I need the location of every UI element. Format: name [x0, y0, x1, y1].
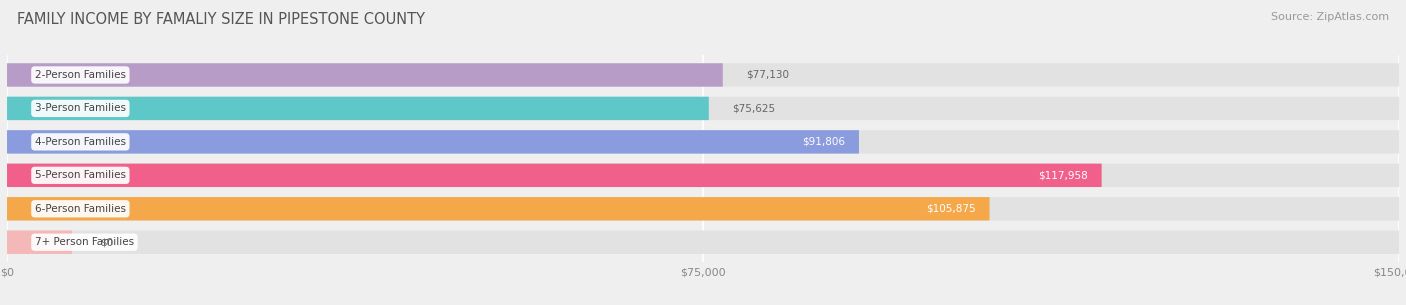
FancyBboxPatch shape	[7, 197, 990, 221]
FancyBboxPatch shape	[7, 130, 859, 154]
Text: $91,806: $91,806	[801, 137, 845, 147]
Text: $117,958: $117,958	[1038, 170, 1088, 180]
FancyBboxPatch shape	[7, 63, 1399, 87]
Text: FAMILY INCOME BY FAMALIY SIZE IN PIPESTONE COUNTY: FAMILY INCOME BY FAMALIY SIZE IN PIPESTO…	[17, 12, 425, 27]
Text: 6-Person Families: 6-Person Families	[35, 204, 127, 214]
FancyBboxPatch shape	[7, 97, 1399, 120]
FancyBboxPatch shape	[7, 97, 709, 120]
FancyBboxPatch shape	[7, 130, 1399, 154]
FancyBboxPatch shape	[7, 163, 1399, 187]
Text: $75,625: $75,625	[733, 103, 775, 113]
FancyBboxPatch shape	[7, 63, 723, 87]
FancyBboxPatch shape	[7, 231, 72, 254]
Text: $105,875: $105,875	[927, 204, 976, 214]
Text: 4-Person Families: 4-Person Families	[35, 137, 127, 147]
Text: Source: ZipAtlas.com: Source: ZipAtlas.com	[1271, 12, 1389, 22]
FancyBboxPatch shape	[7, 231, 1399, 254]
Text: $77,130: $77,130	[747, 70, 789, 80]
Text: 3-Person Families: 3-Person Families	[35, 103, 127, 113]
FancyBboxPatch shape	[7, 163, 1102, 187]
Text: 7+ Person Families: 7+ Person Families	[35, 237, 134, 247]
Text: 2-Person Families: 2-Person Families	[35, 70, 127, 80]
Text: 5-Person Families: 5-Person Families	[35, 170, 127, 180]
Text: $0: $0	[100, 237, 112, 247]
FancyBboxPatch shape	[7, 197, 1399, 221]
